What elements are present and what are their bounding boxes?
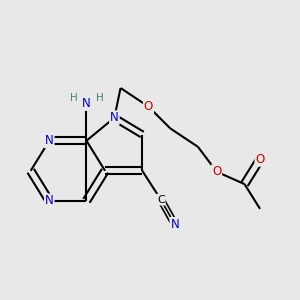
Text: C: C xyxy=(157,195,165,205)
Text: N: N xyxy=(45,194,54,207)
Text: N: N xyxy=(170,218,179,231)
Text: N: N xyxy=(45,134,54,147)
Text: O: O xyxy=(255,153,265,166)
Text: N: N xyxy=(82,97,91,110)
Text: N: N xyxy=(110,111,119,124)
Text: O: O xyxy=(212,165,221,178)
Text: O: O xyxy=(144,100,153,113)
Text: H: H xyxy=(70,93,77,103)
Text: H: H xyxy=(96,93,104,103)
